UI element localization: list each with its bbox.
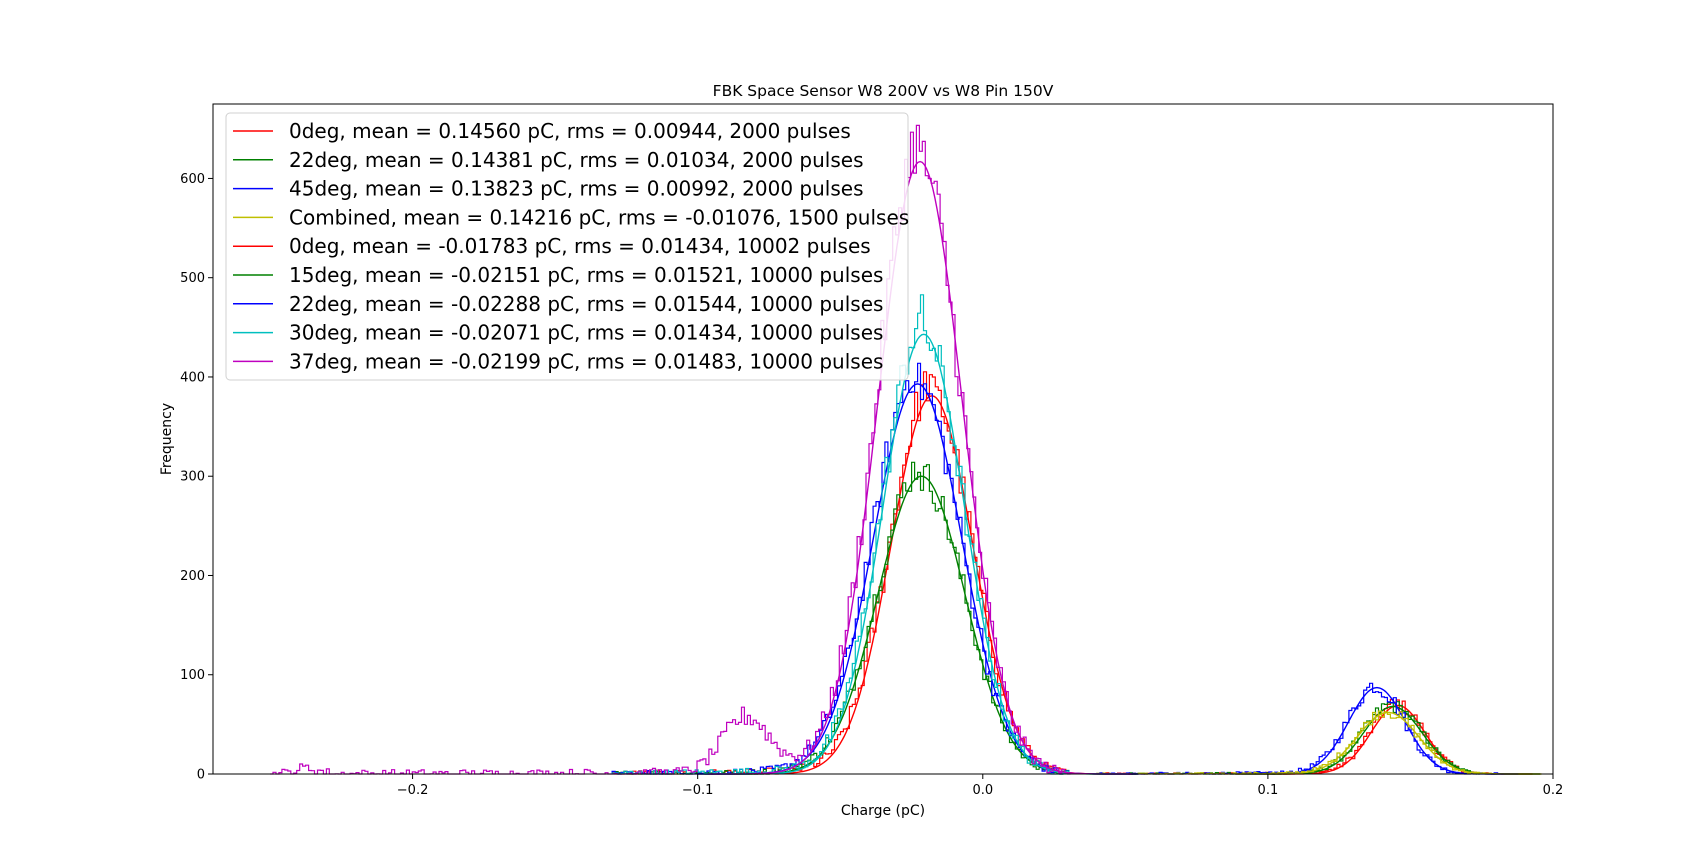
x-tick-label: 0.0 bbox=[972, 783, 993, 798]
legend-entry: 22deg, mean = -0.02288 pC, rms = 0.01544… bbox=[289, 292, 883, 316]
y-tick-label: 100 bbox=[180, 668, 205, 683]
x-axis-ticks: −0.2 −0.1 0.0 0.1 0.2 bbox=[397, 774, 1564, 798]
series-7 bbox=[611, 294, 1129, 775]
legend-entry: 45deg, mean = 0.13823 pC, rms = 0.00992,… bbox=[289, 177, 863, 201]
legend-entry: Combined, mean = 0.14216 pC, rms = -0.01… bbox=[289, 205, 909, 229]
gaussian-fit-curve bbox=[708, 160, 1132, 775]
legend-entry: 15deg, mean = -0.02151 pC, rms = 0.01521… bbox=[289, 263, 883, 287]
chart-title: FBK Space Sensor W8 200V vs W8 Pin 150V bbox=[713, 82, 1054, 100]
x-tick-label: 0.2 bbox=[1543, 783, 1564, 798]
y-tick-label: 300 bbox=[180, 470, 205, 485]
legend-entry: 37deg, mean = -0.02199 pC, rms = 0.01483… bbox=[289, 349, 883, 373]
x-axis-label: Charge (pC) bbox=[841, 803, 925, 819]
y-axis-label: Frequency bbox=[159, 403, 175, 475]
histogram-steps bbox=[611, 294, 1070, 775]
x-tick-label: −0.2 bbox=[397, 783, 429, 798]
legend-entry: 0deg, mean = 0.14560 pC, rms = 0.00944, … bbox=[289, 119, 851, 143]
x-tick-label: 0.1 bbox=[1258, 783, 1279, 798]
series-8 bbox=[270, 124, 1132, 775]
y-tick-label: 600 bbox=[180, 172, 205, 187]
legend: 0deg, mean = 0.14560 pC, rms = 0.00944, … bbox=[225, 112, 909, 381]
x-tick-label: −0.1 bbox=[682, 783, 714, 798]
y-tick-label: 400 bbox=[180, 370, 205, 385]
legend-entry: 30deg, mean = -0.02071 pC, rms = 0.01434… bbox=[289, 321, 883, 345]
y-axis-ticks: 0 100 200 300 400 500 600 bbox=[180, 172, 213, 783]
legend-box bbox=[225, 112, 909, 381]
gaussian-fit-curve bbox=[719, 333, 1129, 775]
y-tick-label: 0 bbox=[197, 768, 205, 783]
plot-frame bbox=[212, 103, 1554, 775]
y-tick-label: 500 bbox=[180, 271, 205, 286]
legend-entry: 22deg, mean = 0.14381 pC, rms = 0.01034,… bbox=[289, 148, 863, 172]
y-tick-label: 200 bbox=[180, 569, 205, 584]
legend-entry: 0deg, mean = -0.01783 pC, rms = 0.01434,… bbox=[289, 234, 871, 258]
